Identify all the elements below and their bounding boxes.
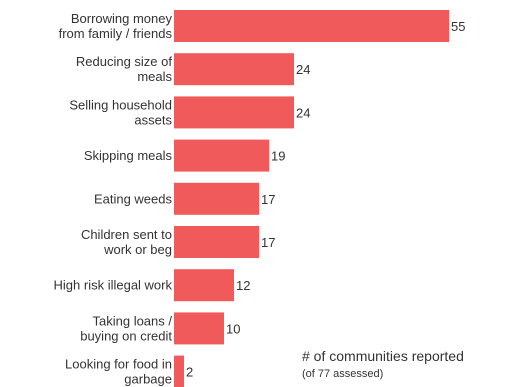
bar-7 bbox=[174, 312, 224, 345]
category-label-7-line-1: buying on credit bbox=[80, 328, 172, 343]
value-label-5: 17 bbox=[261, 235, 275, 250]
bar-1 bbox=[174, 53, 294, 86]
value-label-8: 2 bbox=[186, 365, 193, 380]
bar-4 bbox=[174, 182, 259, 215]
bar-3 bbox=[174, 139, 269, 172]
category-label-8-line-0: Looking for food in bbox=[65, 357, 172, 372]
category-label-1-line-1: meals bbox=[137, 69, 172, 84]
bar-6 bbox=[174, 269, 234, 302]
value-label-1: 24 bbox=[296, 62, 310, 77]
category-label-0-line-1: from family / friends bbox=[59, 26, 173, 41]
value-label-2: 24 bbox=[296, 105, 310, 120]
bar-0 bbox=[174, 10, 449, 42]
value-label-4: 17 bbox=[261, 192, 275, 207]
value-label-0: 55 bbox=[451, 19, 465, 34]
category-label-6-line-0: High risk illegal work bbox=[54, 278, 173, 293]
category-label-2-line-1: assets bbox=[134, 112, 172, 127]
bar-8 bbox=[174, 355, 184, 387]
value-label-6: 12 bbox=[236, 278, 250, 293]
category-label-2-line-0: Selling household bbox=[69, 97, 172, 112]
category-label-3-line-0: Skipping meals bbox=[84, 148, 173, 163]
annotation-title: # of communities reported bbox=[302, 348, 464, 364]
category-label-4-line-0: Eating weeds bbox=[94, 191, 173, 206]
category-label-0-line-0: Borrowing money bbox=[71, 11, 173, 26]
category-label-5-line-0: Children sent to bbox=[81, 227, 172, 242]
bar-5 bbox=[174, 226, 259, 258]
annotation-subtitle: (of 77 assessed) bbox=[302, 368, 383, 380]
bar-2 bbox=[174, 96, 294, 129]
value-labels-group: 55 24 24 19 17 17 12 10 2 bbox=[186, 19, 465, 380]
category-label-7-line-0: Taking loans / bbox=[93, 313, 173, 328]
category-label-5-line-1: work or beg bbox=[103, 242, 172, 257]
category-label-1-line-0: Reducing size of bbox=[76, 54, 172, 69]
bars-group bbox=[174, 10, 449, 387]
category-label-8-line-1: garbage bbox=[124, 372, 172, 387]
value-label-7: 10 bbox=[226, 321, 240, 336]
value-label-3: 19 bbox=[271, 149, 285, 164]
